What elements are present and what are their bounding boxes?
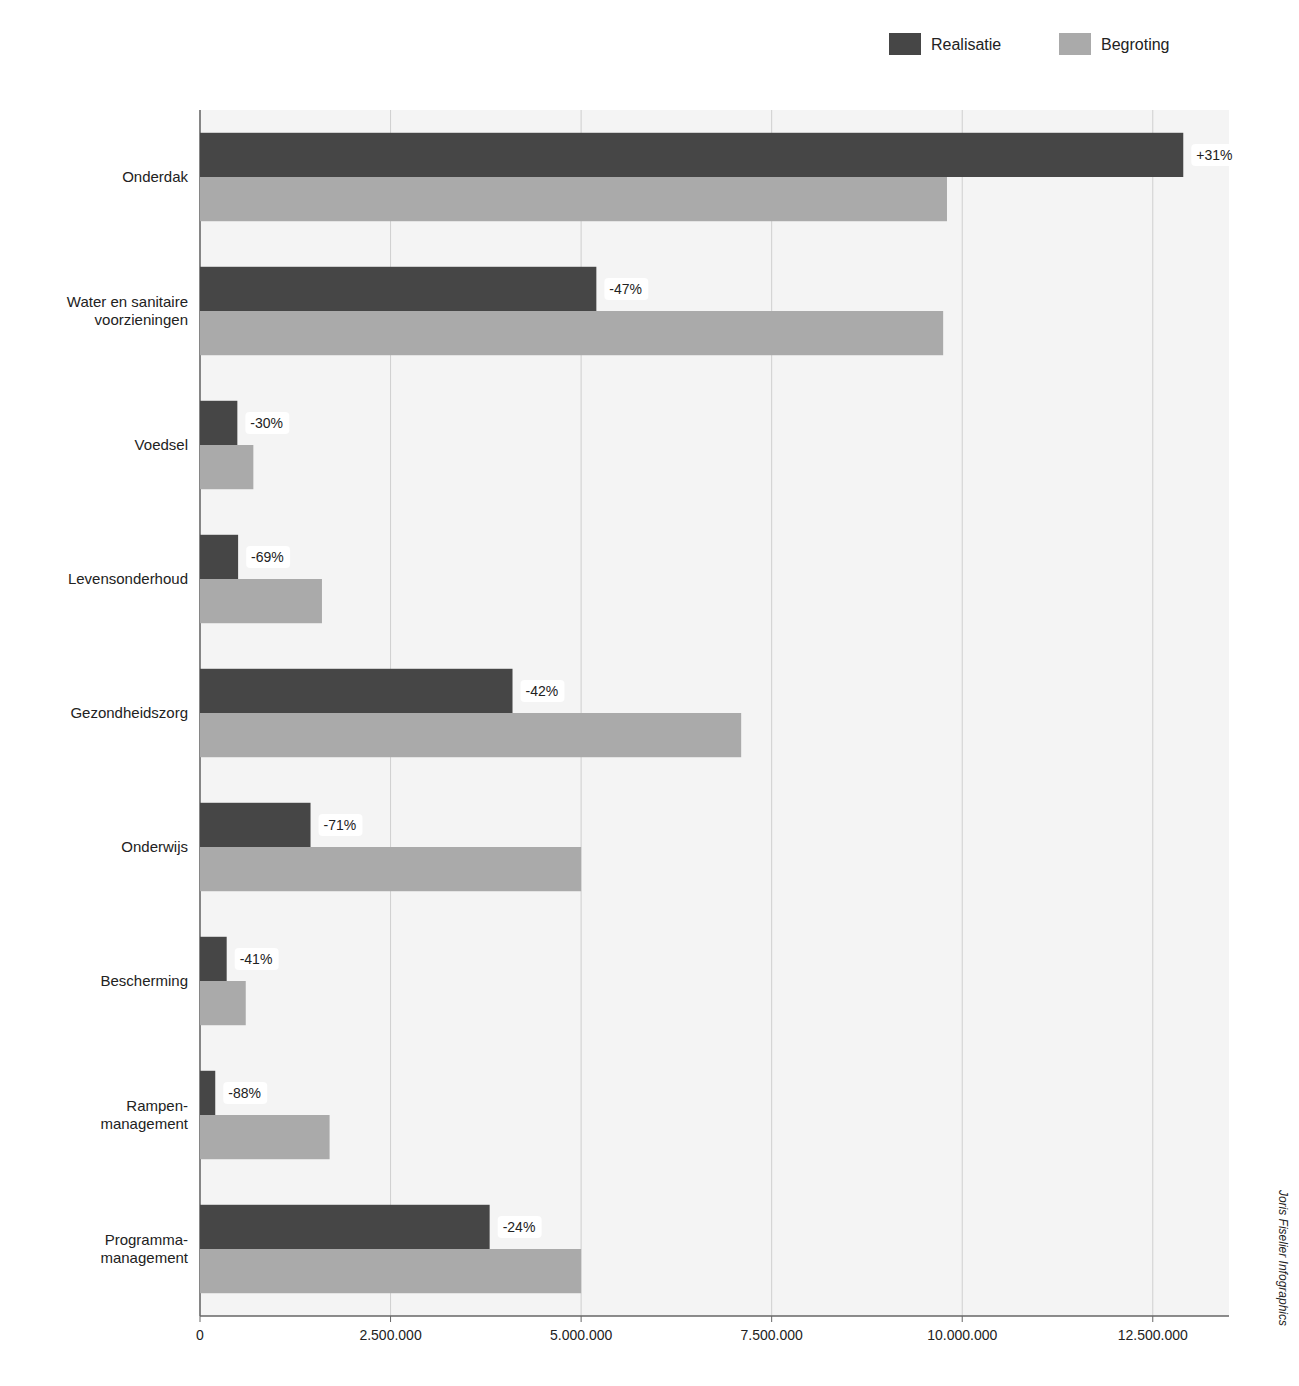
grid (200, 110, 1153, 1316)
legend: Realisatie Begroting (889, 33, 1170, 55)
annotation-box (498, 1216, 542, 1238)
annotation-text: -30% (250, 415, 283, 431)
annotation: +31% (1191, 144, 1235, 166)
bars (200, 133, 1183, 1293)
chart: 0 2.500.000 5.000.000 7.500.000 10.000.000 12… (0, 0, 1299, 1386)
grid-line (771, 110, 772, 1316)
bar (200, 267, 596, 311)
bar (200, 445, 253, 489)
category-label: Voedsel (135, 436, 188, 453)
annotation: -71% (319, 814, 363, 836)
annotation-box (235, 948, 279, 970)
x-axis-line (200, 1315, 1229, 1317)
tick-label: 5.000.000 (550, 1327, 612, 1343)
annotation: -30% (245, 412, 289, 434)
annotation-box (245, 412, 289, 434)
chart-container: 0 2.500.000 5.000.000 7.500.000 10.000.000 12… (0, 0, 1299, 1386)
annotation: -24% (498, 1216, 542, 1238)
tick-mark (390, 1316, 391, 1322)
tick-label: 12.500.000 (1118, 1327, 1188, 1343)
grid-line (1152, 110, 1153, 1316)
annotation-text: -24% (503, 1219, 536, 1235)
category-label: Rampen-management (100, 1097, 188, 1132)
tick-label: 10.000.000 (927, 1327, 997, 1343)
tick-mark (1152, 1316, 1153, 1322)
grid-line (962, 110, 963, 1316)
credit: Joris Fiselier Infographics (1276, 1189, 1290, 1326)
bar (200, 1071, 215, 1115)
category-label: Gezondheidszorg (70, 704, 188, 721)
legend-swatch (889, 33, 921, 55)
annotation-box (1191, 144, 1235, 166)
tick-label: 0 (196, 1327, 204, 1343)
tick-mark (962, 1316, 963, 1322)
annotation-text: -47% (609, 281, 642, 297)
tick-mark (771, 1316, 772, 1322)
bar (200, 133, 1183, 177)
tick-mark (200, 1316, 201, 1322)
annotation: -47% (604, 278, 648, 300)
annotation-box (521, 680, 565, 702)
tick-label: 7.500.000 (741, 1327, 803, 1343)
annotation-box (319, 814, 363, 836)
category-label: Onderwijs (121, 838, 188, 855)
annotation-text: -71% (324, 817, 357, 833)
annotation: -42% (521, 680, 565, 702)
tick-label: 2.500.000 (359, 1327, 421, 1343)
annotation-text: -88% (228, 1085, 261, 1101)
category-label: Bescherming (100, 972, 188, 989)
bar (200, 1205, 490, 1249)
annotation: -69% (246, 546, 290, 568)
bar (200, 981, 246, 1025)
bar (200, 579, 322, 623)
category-label: Water en sanitairevoorzieningen (67, 293, 188, 328)
bar (200, 1115, 330, 1159)
annotation: -41% (235, 948, 279, 970)
category-label: Programma-management (100, 1231, 188, 1266)
bar (200, 847, 581, 891)
annotation-text: +31% (1196, 147, 1232, 163)
bar (200, 1249, 581, 1293)
bar (200, 937, 227, 981)
annotation-text: -42% (526, 683, 559, 699)
tick-mark (581, 1316, 582, 1322)
annotation-box (604, 278, 648, 300)
annotation-box (223, 1082, 267, 1104)
bar (200, 311, 943, 355)
bar (200, 177, 947, 221)
category-label: Levensonderhoud (68, 570, 188, 587)
annotation: -88% (223, 1082, 267, 1104)
y-axis: Onderdak Water en sanitairevoorzieningen V… (67, 168, 189, 1266)
annotation-box (246, 546, 290, 568)
category-label: Onderdak (122, 168, 188, 185)
x-axis: 0 2.500.000 5.000.000 7.500.000 10.000.000 12… (196, 110, 1229, 1343)
bar (200, 535, 238, 579)
bar (200, 803, 311, 847)
bar (200, 713, 741, 757)
plot-area (200, 110, 1229, 1316)
annotation-text: -69% (251, 549, 284, 565)
bar (200, 401, 237, 445)
legend-label: Begroting (1101, 36, 1170, 53)
annotation-text: -41% (240, 951, 273, 967)
bar (200, 669, 513, 713)
annotations: +31% -47% -30% -69% -42% -71% -41% -88% -24% Jori… (223, 144, 1290, 1326)
legend-label: Realisatie (931, 36, 1001, 53)
legend-swatch (1059, 33, 1091, 55)
